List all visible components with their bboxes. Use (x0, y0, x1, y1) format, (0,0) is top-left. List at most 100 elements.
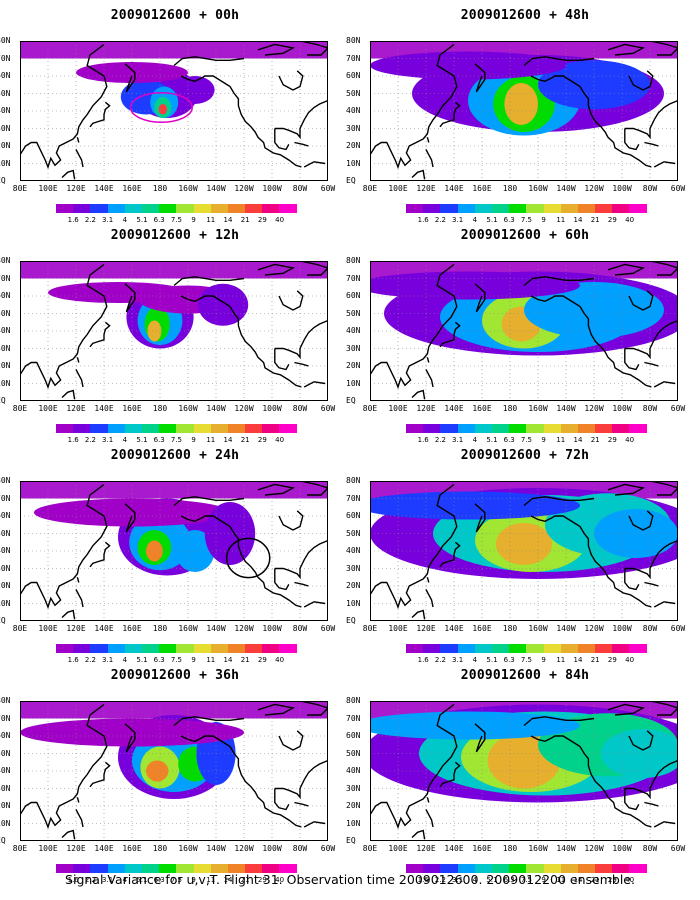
longitude-tick-label: 140W (206, 624, 226, 633)
colorbar-swatch (612, 864, 630, 873)
colorbar-label: 3.1 (102, 876, 114, 884)
longitude-tick-label: 100W (262, 184, 282, 193)
longitude-tick-label: 120E (416, 844, 436, 853)
colorbar-swatch (474, 204, 492, 213)
colorbar-swatch (629, 204, 647, 213)
colorbar-label: 6.3 (153, 656, 165, 664)
coastline (20, 703, 108, 830)
longitude-tick-label: 120W (234, 844, 254, 853)
latitude-tick-label: 50N (346, 308, 361, 318)
coastline (649, 41, 678, 56)
longitude-tick-label: 120W (234, 184, 254, 193)
colorbar-label: 40 (625, 216, 635, 224)
panel-title: 2009012600 + 36h (110, 668, 240, 683)
coastline (653, 161, 676, 168)
colorbar-swatch (56, 204, 74, 213)
coastline (607, 483, 646, 496)
colorbar-label: 21 (240, 436, 250, 444)
colorbar-swatch (176, 204, 194, 213)
coastline (76, 797, 80, 803)
coastline (624, 568, 640, 591)
coastline (76, 357, 80, 363)
latitude-tick-label: 10N (0, 818, 11, 828)
coastline (474, 723, 486, 753)
variance-contour (146, 540, 163, 562)
latitude-tick-label: 80N (0, 476, 11, 485)
coastline (75, 149, 84, 168)
longitude-tick-label: 80W (642, 844, 658, 853)
longitude-tick-label: 180 (502, 844, 518, 853)
longitude-tick-label: 140E (444, 404, 464, 413)
latitude-tick-label: 70N (0, 493, 11, 503)
panel-title: 2009012600 + 24h (110, 448, 240, 463)
variance-contour (20, 261, 328, 279)
variance-contour (175, 76, 215, 104)
latitude-tick-label: 20N (346, 141, 361, 150)
colorbar-swatch (193, 204, 211, 213)
variance-map (370, 481, 678, 621)
coastline (624, 99, 678, 140)
colorbar-label: 21 (590, 436, 600, 444)
colorbar-label: 7.5 (520, 876, 532, 884)
latitude-tick-label: 80N (0, 696, 11, 705)
coastline (274, 348, 290, 371)
colorbar-label: 5.1 (136, 876, 148, 884)
colorbar-label: 6.3 (153, 876, 165, 884)
longitude-tick-label: 180 (152, 404, 168, 413)
latitude-tick-label: 60N (0, 71, 11, 80)
colorbar-label: 1.6 (67, 656, 79, 664)
colorbar-label: 29 (607, 876, 617, 884)
latitude-tick-label: 10N (346, 598, 361, 608)
colorbar-swatch (176, 424, 194, 433)
colorbar-swatch (124, 644, 142, 653)
latitude-tick-label: 80N (346, 256, 361, 265)
colorbar-label: 2.2 (84, 436, 96, 444)
coastline (649, 481, 678, 496)
variance-map (20, 41, 328, 181)
longitude-tick-label: 160W (178, 624, 198, 633)
variance-map (370, 41, 678, 181)
colorbar (56, 424, 297, 433)
latitude-tick-label: 50N (0, 528, 11, 538)
variance-contour (504, 83, 538, 125)
colorbar-label: 7.5 (170, 216, 182, 224)
colorbar-label: 5.1 (486, 656, 498, 664)
panel-title: 2009012600 + 60h (460, 228, 590, 243)
longitude-tick-label: 100E (388, 184, 408, 193)
colorbar-swatch (124, 204, 142, 213)
colorbar-swatch (491, 424, 510, 433)
longitude-tick-label: 80E (12, 844, 28, 853)
colorbar-swatch (262, 864, 280, 873)
coastline (299, 41, 328, 56)
colorbar-swatch (279, 424, 297, 433)
longitude-tick-label: 180 (502, 184, 518, 193)
observation-circle (129, 92, 193, 123)
coastline (426, 797, 430, 803)
colorbar-label: 40 (625, 876, 635, 884)
variance-contour (601, 729, 678, 778)
latitude-tick-label: EQ (0, 396, 6, 405)
colorbar-swatch (526, 204, 544, 213)
longitude-tick-label: 100E (38, 624, 58, 633)
colorbar-label: 40 (275, 876, 285, 884)
map-panel: 2009012600 + 48h 80N 70N 60N 50N 40N 30N 20N 10N… (346, 8, 685, 228)
map-panel: 2009012600 + 84h 80N 70N 60N 50N 40N 30N 20N 10N… (346, 668, 685, 888)
colorbar-label: 3.1 (452, 216, 464, 224)
longitude-tick-label: 100E (38, 844, 58, 853)
coastline (20, 483, 108, 610)
latitude-tick-label: 10N (0, 378, 11, 388)
longitude-tick-label: 120W (234, 404, 254, 413)
colorbar-swatch (509, 644, 527, 653)
longitude-tick-label: 100W (262, 404, 282, 413)
colorbar-swatch (543, 424, 561, 433)
coastline (61, 389, 76, 400)
longitude-tick-label: 140E (94, 404, 114, 413)
colorbar-swatch (509, 424, 527, 433)
longitude-tick-label: 140E (444, 844, 464, 853)
coastline (425, 589, 434, 608)
map-panel: 2009012600 + 24h 80N 70N 60N 50N 40N 30N 20N 10N… (0, 448, 335, 668)
coastline (75, 369, 84, 388)
variance-contour (20, 481, 328, 499)
coastline (124, 283, 136, 313)
colorbar-swatch (612, 644, 630, 653)
